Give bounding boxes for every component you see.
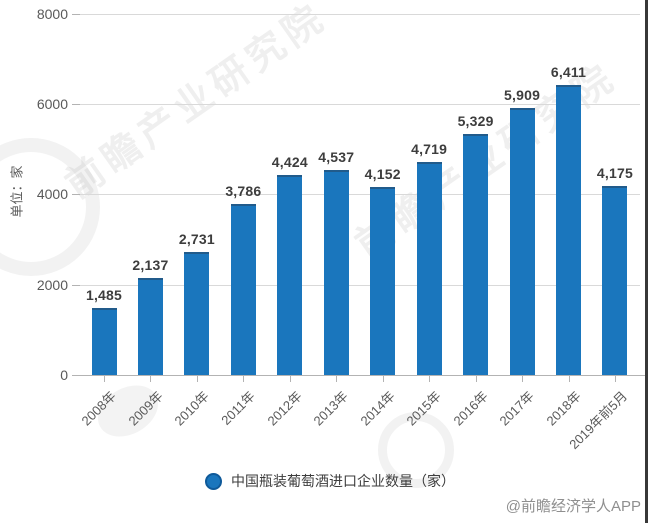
bar-value-label: 2,137	[132, 257, 169, 274]
x-axis-tick-label: 2010年	[171, 388, 212, 429]
x-axis-tick-label: 2016年	[450, 388, 491, 429]
bar	[509, 107, 535, 375]
y-axis-tick-label: 2000	[36, 276, 68, 293]
legend: 中国瓶装葡萄酒进口企业数量（家）	[0, 471, 650, 491]
x-axis-line	[80, 375, 645, 376]
x-axis-tick	[289, 376, 291, 382]
x-axis-tick-label: 2015年	[403, 388, 445, 429]
x-axis-tick-label: 2011年	[218, 388, 259, 428]
bar	[602, 186, 628, 375]
bar	[91, 307, 117, 375]
bar-value-label: 4,537	[318, 148, 355, 165]
y-axis-tick	[72, 284, 80, 286]
image-right-border	[645, 0, 648, 523]
bar-value-label: 1,485	[85, 286, 123, 303]
bar-value-label: 6,411	[550, 64, 587, 81]
x-axis-tick-label: 2008年	[78, 388, 119, 429]
x-axis-tick-label: 2014年	[357, 388, 398, 429]
y-axis-tick	[72, 375, 80, 376]
x-axis-tick-label: 2018年	[543, 388, 584, 429]
x-axis-tick-label: 2012年	[264, 388, 305, 429]
bar-value-label: 4,719	[411, 140, 448, 157]
bar	[416, 161, 442, 375]
x-axis-tick	[104, 376, 105, 382]
legend-label: 中国瓶装葡萄酒进口企业数量（家）	[231, 473, 455, 489]
x-axis-tick-label: 2017年	[496, 388, 537, 429]
x-axis-tick	[150, 376, 152, 382]
bar-value-label: 4,152	[364, 166, 401, 183]
gridline	[80, 194, 640, 196]
x-axis-tick	[382, 376, 384, 382]
bar	[184, 251, 210, 375]
y-axis-tick-label: 8000	[36, 5, 68, 22]
bar-value-label: 5,329	[457, 113, 494, 130]
bar-value-label: 3,786	[225, 182, 262, 199]
bar-value-label: 2,731	[178, 230, 215, 247]
x-axis-tick-label: 2013年	[310, 388, 352, 429]
y-axis-tick-label: 4000	[36, 186, 68, 203]
x-axis-tick	[336, 376, 338, 382]
bar-value-label: 5,909	[504, 86, 541, 103]
y-axis-tick	[72, 103, 80, 105]
gridline	[80, 13, 640, 15]
bar-value-label: 4,424	[271, 154, 308, 171]
bar	[277, 175, 303, 375]
attribution-text: @前瞻经济学人APP	[505, 498, 641, 515]
y-axis-tick	[72, 194, 80, 196]
x-axis-tick	[243, 376, 245, 382]
bar	[463, 134, 489, 375]
y-axis-tick-label: 0	[60, 367, 68, 383]
y-axis-tick-label: 6000	[36, 95, 68, 112]
legend-marker-dot	[205, 472, 222, 490]
bar	[370, 187, 396, 375]
x-axis-tick	[614, 376, 616, 382]
x-axis-tick	[568, 376, 570, 382]
bar	[230, 203, 256, 375]
bar	[137, 278, 163, 375]
x-axis-tick	[522, 376, 524, 382]
bar-value-label: 4,175	[596, 165, 633, 182]
x-axis-tick	[475, 376, 477, 382]
x-axis-tick	[429, 376, 431, 382]
x-axis-tick	[196, 376, 198, 382]
gridline	[80, 103, 640, 105]
bar	[556, 85, 581, 375]
x-axis-tick-label: 2009年	[125, 388, 166, 429]
bar	[323, 169, 349, 375]
gridline	[80, 284, 640, 286]
y-axis-tick	[72, 13, 80, 15]
